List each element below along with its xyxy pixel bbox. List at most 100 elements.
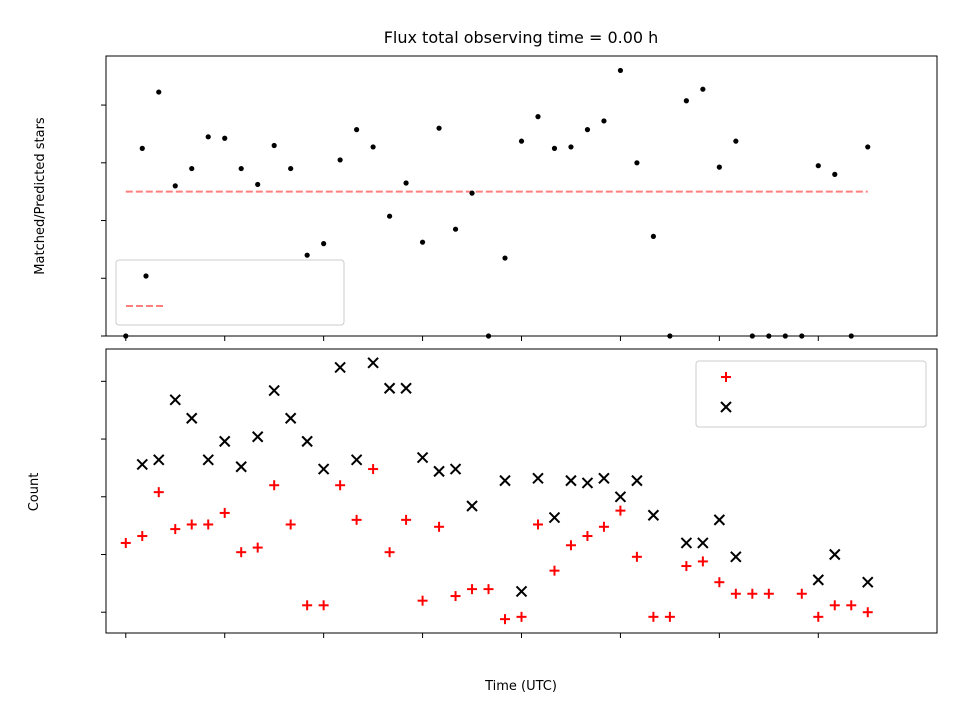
measurement-point bbox=[172, 183, 178, 189]
matched-star-point bbox=[648, 611, 659, 622]
predicted-star-stroke-b bbox=[466, 500, 478, 512]
predicted-star-stroke-b bbox=[499, 474, 511, 487]
predicted-star-point bbox=[647, 509, 660, 521]
predicted-star-stroke-b bbox=[284, 412, 297, 424]
measurement-point bbox=[436, 125, 442, 131]
measurement-point bbox=[452, 226, 459, 232]
predicted-star-point bbox=[317, 463, 330, 475]
predicted-star-stroke-b bbox=[383, 382, 396, 394]
predicted-star-stroke-b bbox=[862, 576, 874, 588]
predicted-star-point bbox=[268, 384, 280, 397]
predicted-star-point bbox=[251, 431, 264, 443]
measurement-point bbox=[403, 180, 409, 186]
predicted-star-point bbox=[219, 435, 231, 448]
measurement-point bbox=[832, 171, 838, 177]
measurement-point bbox=[271, 142, 277, 149]
predicted-star-point bbox=[548, 511, 561, 524]
predicted-star-point bbox=[565, 474, 577, 487]
predicted-star-point bbox=[334, 361, 346, 374]
measurement-point bbox=[601, 118, 607, 124]
predicted-star-stroke-b bbox=[268, 384, 280, 397]
measurement-point bbox=[321, 241, 327, 247]
measurement-point bbox=[255, 181, 261, 188]
matched-star-point bbox=[186, 519, 197, 530]
matched-star-point bbox=[697, 556, 708, 567]
matched-star-point bbox=[302, 600, 313, 611]
predicted-star-stroke-b bbox=[565, 474, 577, 487]
matched-star-point bbox=[219, 507, 230, 518]
predicted-star-stroke-b bbox=[219, 435, 231, 448]
measurement-point bbox=[337, 157, 343, 163]
predicted-star-point bbox=[812, 574, 824, 586]
legend bbox=[695, 360, 927, 428]
matched-star-point bbox=[434, 521, 445, 532]
predicted-star-point bbox=[614, 491, 627, 503]
predicted-star-stroke-b bbox=[186, 412, 198, 424]
predicted-star-stroke-b bbox=[730, 551, 742, 563]
measurement-point bbox=[716, 164, 722, 170]
predicted-star-stroke-b bbox=[812, 574, 824, 586]
measurement-point bbox=[584, 127, 591, 133]
measurement-point bbox=[617, 67, 624, 74]
measurement-point bbox=[419, 239, 426, 245]
matched-star-point bbox=[252, 542, 263, 553]
predicted-star-point bbox=[680, 537, 693, 549]
predicted-star-stroke-b bbox=[515, 585, 528, 598]
measurement-point bbox=[551, 145, 558, 151]
predicted-star-stroke-b bbox=[647, 509, 660, 521]
measurement-point bbox=[189, 165, 195, 172]
matched-star-point bbox=[170, 524, 181, 535]
predicted-star-stroke-b bbox=[829, 548, 841, 561]
matched-star-point bbox=[417, 595, 428, 606]
matched-star-point bbox=[120, 537, 131, 548]
predicted-star-point bbox=[400, 382, 412, 394]
matched-star-point bbox=[681, 561, 692, 572]
predicted-star-stroke-b bbox=[680, 537, 693, 549]
legend-box bbox=[695, 360, 927, 428]
measurement-point bbox=[139, 145, 145, 151]
measurement-point bbox=[222, 135, 228, 141]
predicted-star-stroke-b bbox=[416, 451, 429, 464]
legend-matched-swatch bbox=[721, 372, 731, 382]
matched-star-point bbox=[582, 531, 593, 542]
matched-star-point bbox=[813, 611, 824, 622]
matched-star-point bbox=[368, 464, 379, 475]
matched-star-point bbox=[153, 487, 164, 498]
matched-star-point bbox=[846, 600, 857, 611]
predicted-star-point bbox=[284, 412, 297, 424]
predicted-star-point bbox=[499, 474, 511, 487]
measurement-point bbox=[683, 98, 689, 104]
matched-star-point bbox=[763, 588, 774, 599]
predicted-star-point bbox=[598, 472, 610, 485]
measurement-point bbox=[733, 138, 739, 144]
predicted-star-stroke-b bbox=[251, 431, 264, 443]
predicted-star-stroke-b bbox=[202, 454, 214, 466]
predicted-star-stroke-b bbox=[400, 382, 412, 394]
matched-star-point bbox=[335, 480, 346, 491]
matched-star-point bbox=[565, 540, 576, 551]
matched-star-point bbox=[747, 588, 758, 599]
predicted-star-point bbox=[136, 458, 148, 471]
predicted-star-point bbox=[697, 537, 709, 549]
measurement-point bbox=[238, 165, 244, 172]
matched-star-point bbox=[532, 519, 543, 530]
predicted-star-stroke-b bbox=[598, 472, 610, 485]
matched-star-point bbox=[500, 614, 511, 625]
matched-star-point bbox=[236, 547, 247, 558]
predicted-star-stroke-b bbox=[713, 514, 726, 526]
predicted-star-point bbox=[581, 477, 594, 489]
predicted-star-stroke-b bbox=[317, 463, 330, 475]
measurement-point bbox=[568, 144, 574, 150]
matched-star-point bbox=[631, 551, 642, 562]
matched-star-point bbox=[285, 519, 296, 530]
matched-star-point bbox=[598, 521, 609, 532]
matched-star-point bbox=[714, 577, 725, 588]
matched-star-point bbox=[203, 519, 214, 530]
predicted-star-point bbox=[713, 514, 726, 526]
matched-star-point bbox=[318, 600, 329, 611]
matched-star-point bbox=[796, 588, 807, 599]
predicted-star-point bbox=[730, 551, 742, 563]
predicted-star-stroke-b bbox=[350, 454, 363, 466]
predicted-star-stroke-b bbox=[449, 463, 462, 475]
matched-star-point bbox=[730, 588, 741, 599]
